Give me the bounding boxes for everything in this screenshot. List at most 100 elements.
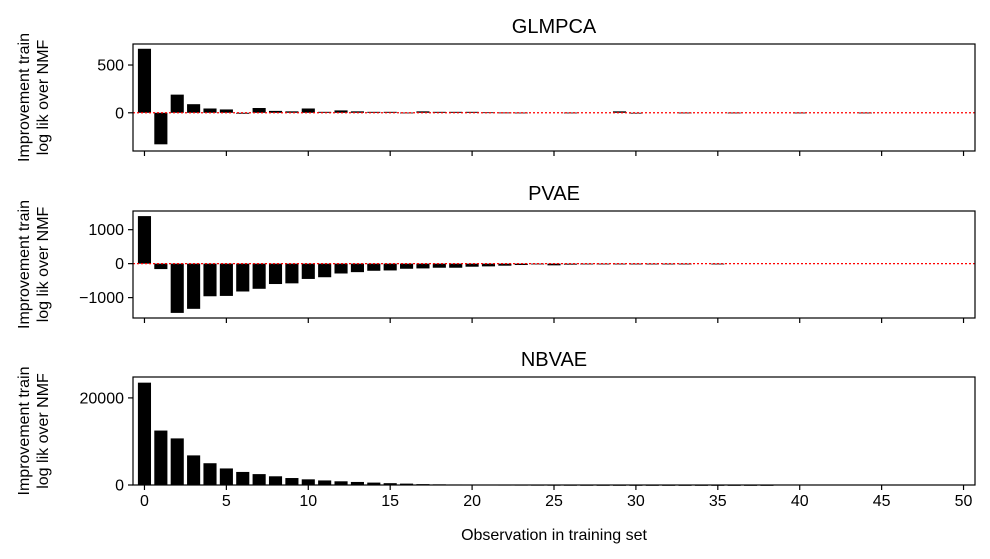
bar-obs-16	[400, 483, 414, 485]
bar-obs-11	[318, 263, 332, 278]
bar-obs-10	[301, 479, 315, 485]
bar-obs-30	[629, 112, 643, 114]
bar-obs-3	[187, 104, 201, 113]
bar-obs-4	[203, 108, 217, 113]
x-axis-label: Observation in training set	[461, 527, 647, 544]
bar-obs-1	[154, 430, 168, 485]
y-tick-label: 0	[115, 478, 124, 495]
bar-obs-3	[187, 263, 201, 309]
bar-obs-8	[268, 110, 283, 113]
bar-obs-21	[481, 112, 496, 114]
bar-obs-21	[481, 263, 496, 267]
panel-nbvae: NBVAE Improvement train log lik over NMF 20…	[16, 349, 976, 510]
bar-obs-23	[514, 263, 528, 266]
y-axis-label-line: Improvement train	[16, 200, 33, 329]
bar-obs-5	[219, 263, 233, 296]
bar-obs-32	[662, 263, 676, 265]
bar-obs-0	[137, 48, 152, 113]
bar-obs-6	[236, 263, 250, 292]
bar-obs-14	[367, 482, 381, 485]
bar-obs-25	[547, 263, 561, 266]
bar-obs-6	[236, 471, 250, 485]
x-tick-label: 20	[463, 493, 481, 510]
bar-obs-10	[301, 263, 315, 279]
y-tick-label: 0	[115, 105, 124, 122]
bar-obs-28	[596, 263, 610, 265]
bar-obs-12	[334, 481, 348, 485]
bar-obs-22	[498, 112, 512, 114]
x-tick-label: 15	[381, 493, 399, 510]
bar-obs-20	[465, 111, 479, 113]
x-tick-label: 50	[955, 493, 973, 510]
bar-obs-11	[318, 111, 332, 113]
x-tick-label: 40	[791, 493, 809, 510]
bar-obs-9	[285, 263, 299, 284]
x-tick-label: 25	[545, 493, 563, 510]
x-tick-label: 35	[709, 493, 727, 510]
panel-pvae: PVAE Improvement train log lik over NMF 100…	[16, 183, 976, 329]
bar-obs-2	[170, 94, 184, 113]
bar-obs-17	[416, 263, 430, 269]
bar-obs-14	[367, 263, 381, 271]
bar-obs-9	[285, 111, 299, 113]
y-tick-label: 500	[97, 58, 124, 75]
bar-obs-2	[170, 438, 184, 485]
bar-obs-11	[318, 480, 332, 485]
y-tick-label: 1000	[88, 222, 124, 239]
y-tick-label: −1000	[79, 290, 124, 307]
bar-obs-40	[793, 112, 807, 114]
bar-obs-31	[645, 263, 659, 265]
bar-obs-10	[301, 108, 315, 113]
bar-obs-29	[612, 111, 627, 113]
bar-obs-13	[350, 263, 364, 273]
bar-obs-13	[350, 481, 364, 485]
bar-obs-4	[203, 463, 217, 485]
bar-obs-12	[334, 263, 348, 274]
bar-obs-13	[350, 111, 364, 113]
x-tick-label: 45	[873, 493, 891, 510]
bar-obs-7	[252, 474, 266, 485]
bar-obs-1	[154, 263, 168, 270]
x-tick-label: 0	[140, 493, 149, 510]
bar-obs-7	[252, 108, 266, 113]
bar-obs-19	[449, 111, 463, 113]
y-axis-label-line: Improvement train	[16, 367, 33, 496]
y-axis-label-line: log lik over NMF	[35, 39, 52, 155]
bar-obs-20	[465, 263, 479, 267]
bar-obs-16	[400, 263, 414, 269]
bar-obs-18	[432, 263, 446, 268]
chart-title: GLMPCA	[512, 16, 597, 38]
axes-frame	[132, 43, 976, 152]
bar-obs-8	[268, 263, 283, 285]
bar-obs-19	[449, 263, 463, 268]
bar-obs-30	[629, 263, 643, 265]
bar-obs-1	[154, 112, 168, 145]
bar-obs-18	[432, 111, 446, 113]
bar-obs-12	[334, 110, 348, 113]
bar-obs-29	[612, 263, 627, 265]
bar-obs-3	[187, 455, 201, 485]
bar-obs-22	[498, 263, 512, 266]
bar-obs-0	[137, 382, 152, 485]
bar-obs-15	[383, 483, 397, 485]
y-tick-label: 0	[115, 256, 124, 273]
x-tick-label: 10	[299, 493, 317, 510]
chart-title: NBVAE	[521, 349, 587, 371]
bar-obs-5	[219, 468, 233, 485]
bar-obs-17	[416, 111, 430, 113]
y-axis-label-line: log lik over NMF	[35, 206, 52, 322]
y-tick-label: 20000	[80, 390, 125, 407]
panel-glmpca: GLMPCA Improvement train log lik over NMF 5…	[16, 16, 976, 162]
bar-obs-15	[383, 263, 397, 271]
bar-obs-8	[268, 476, 283, 485]
y-axis-label-line: Improvement train	[16, 33, 33, 162]
bar-obs-4	[203, 263, 217, 297]
chart-title: PVAE	[528, 183, 580, 205]
bar-obs-2	[170, 263, 184, 313]
bar-obs-5	[219, 109, 233, 113]
axes-frame	[132, 376, 976, 486]
y-axis-label-line: log lik over NMF	[35, 373, 52, 489]
bar-obs-9	[285, 478, 299, 485]
